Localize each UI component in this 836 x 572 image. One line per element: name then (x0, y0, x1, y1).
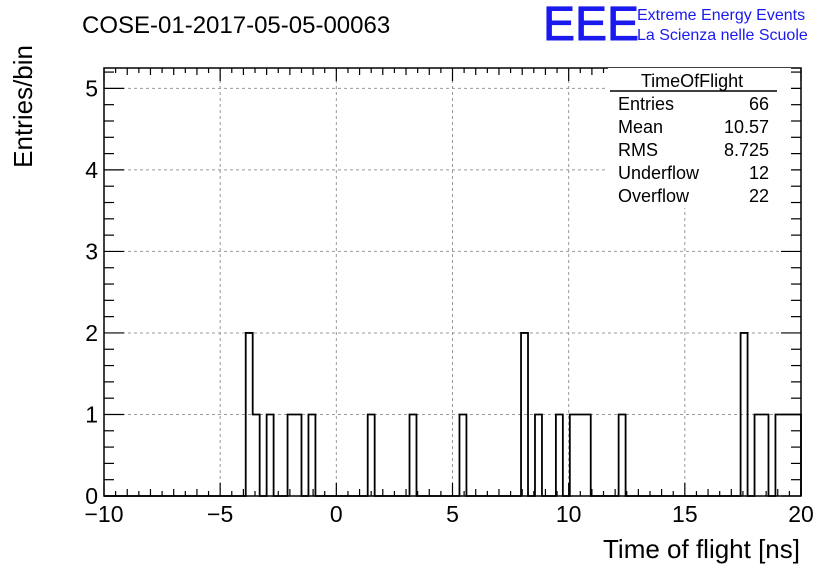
histogram-bin (570, 414, 591, 496)
x-tick-label: 20 (788, 501, 814, 527)
stats-row-label: Entries (618, 94, 674, 114)
x-tick-label: 0 (330, 501, 343, 527)
stats-row-value: 22 (749, 186, 769, 206)
y-tick-label: 3 (85, 238, 98, 264)
y-tick-label: 0 (85, 483, 98, 509)
logo-line-1: Extreme Energy Events (637, 7, 805, 24)
x-tick-label: −5 (207, 501, 233, 527)
histogram-bin (556, 414, 563, 496)
grid (104, 68, 801, 496)
x-tick-label: 5 (446, 501, 459, 527)
stats-row-label: Underflow (618, 163, 700, 183)
histogram-bin (253, 414, 260, 496)
stats-box: TimeOfFlight Entries 66 Mean 10.57 RMS 8.725 U… (608, 68, 791, 208)
y-axis-label: Entries/bin (8, 45, 38, 168)
stats-rows: Entries 66 Mean 10.57 RMS 8.725 Underflow 12 Ove… (618, 94, 769, 206)
histogram-bin (755, 414, 769, 496)
x-axis-label: Time of flight [ns] (603, 534, 800, 564)
histogram-bin (410, 414, 417, 496)
eee-logo: EEE (543, 0, 639, 51)
stats-row-value: 66 (749, 94, 769, 114)
stats-row-value: 12 (749, 163, 769, 183)
y-tick-label: 4 (85, 157, 98, 183)
run-title: COSE-01-2017-05-05-00063 (82, 12, 390, 39)
y-tick-label: 2 (85, 320, 98, 346)
logo-line-2: La Scienza nelle Scuole (637, 27, 808, 44)
histogram-bin (535, 414, 542, 496)
stats-row-label: Overflow (618, 186, 690, 206)
histogram-bin (368, 414, 375, 496)
stats-title: TimeOfFlight (641, 71, 743, 91)
histogram-bin (619, 414, 626, 496)
stats-row-label: RMS (618, 140, 658, 160)
y-tick-label: 5 (85, 75, 98, 101)
plot-frame (103, 67, 802, 497)
histogram-bin (308, 414, 315, 496)
y-tick-label: 1 (85, 401, 98, 427)
stats-row-label: Mean (618, 117, 663, 137)
stats-row-value: 8.725 (724, 140, 769, 160)
x-tick-label: 15 (672, 501, 698, 527)
histogram-bin (267, 414, 274, 496)
histogram-bin (459, 414, 466, 496)
stats-row-value: 10.57 (724, 117, 769, 137)
histogram-bin (288, 414, 302, 496)
x-tick-label: −10 (84, 501, 123, 527)
histogram-bin (775, 414, 801, 496)
x-tick-label: 10 (556, 501, 582, 527)
